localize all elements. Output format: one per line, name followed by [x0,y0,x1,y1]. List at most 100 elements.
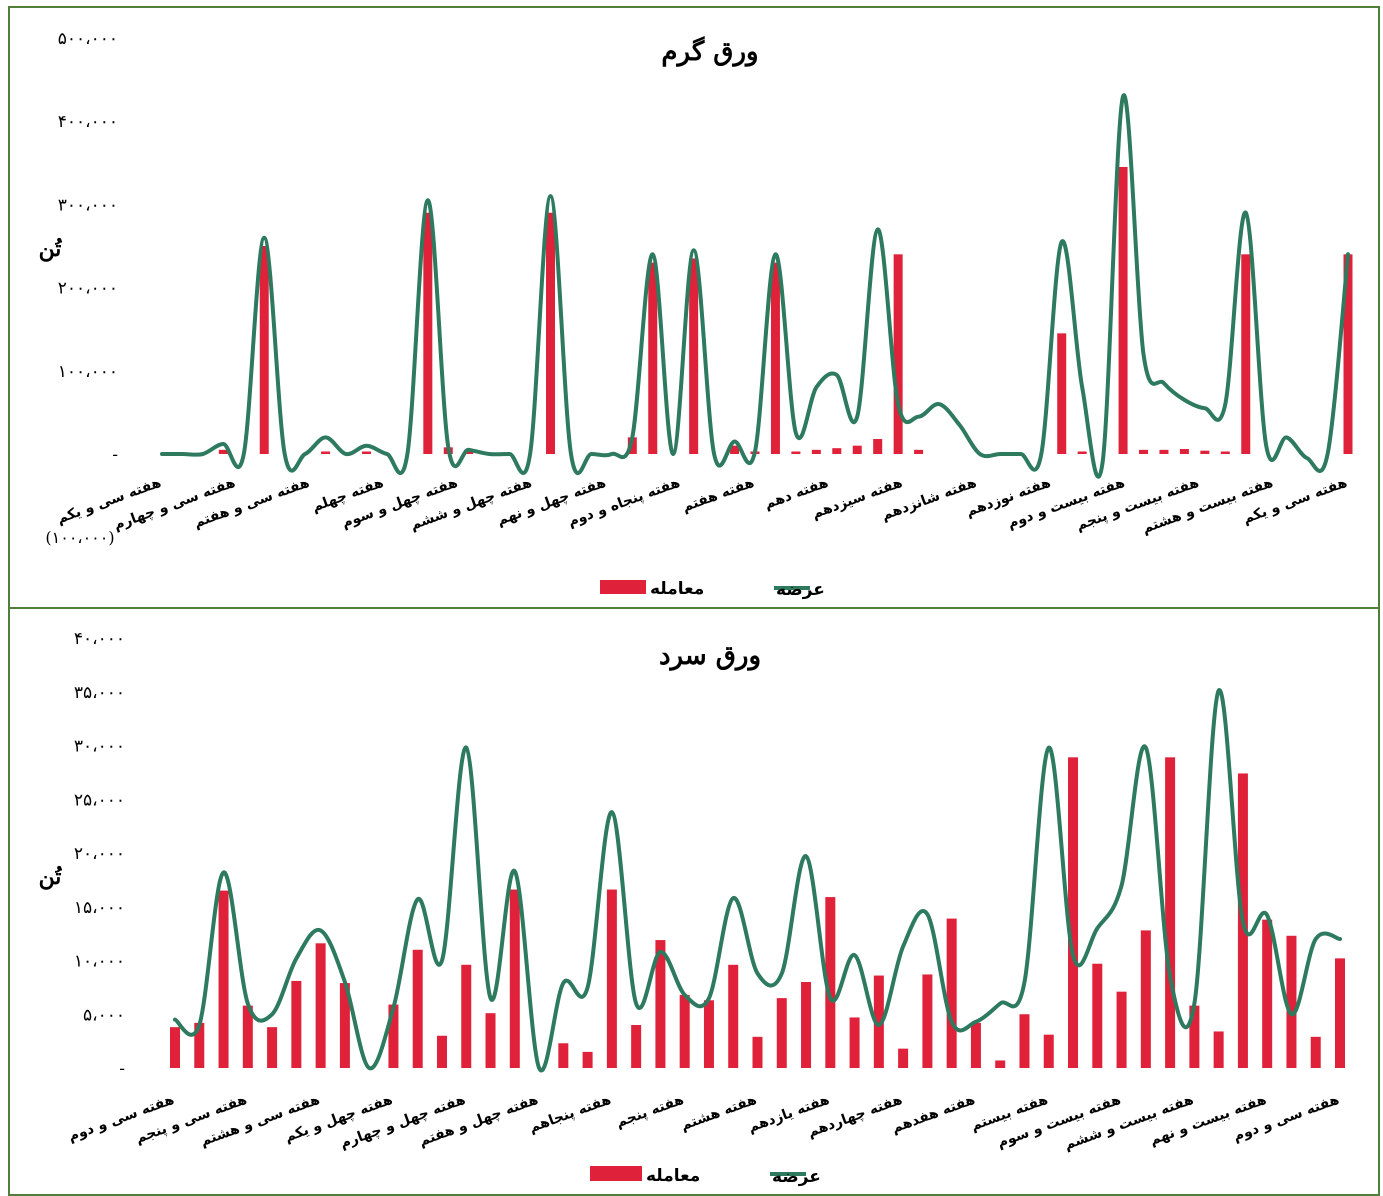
bar [509,889,520,1068]
chart-hot-sheet: ورق گرم تُن (۱۰۰،۰۰۰) معامله عرضه - ۱۰۰،۰… [39,29,1353,600]
bar [852,445,862,454]
bar [582,1051,593,1068]
y-tick-label: ۲۵،۰۰۰ [74,790,125,810]
bar [485,1013,496,1068]
y-tick-label: ۴۰۰،۰۰۰ [58,112,118,132]
bar [995,1060,1006,1068]
bar [1335,958,1345,1068]
bar [1286,935,1297,1068]
bar [893,254,903,454]
legend-line-label: عرضه [776,580,825,600]
bar [218,449,228,454]
bar [606,889,617,1068]
unit-note: (۱۰۰،۰۰۰) [45,528,114,547]
y-tick-label: ۳۵،۰۰۰ [74,683,125,703]
bar [259,246,269,454]
bar [412,949,423,1068]
bar [1343,254,1353,454]
bar [218,890,229,1068]
bar [1262,919,1273,1068]
bar [315,943,326,1068]
bar [1165,757,1176,1068]
bar [752,1036,763,1068]
bar [914,449,924,454]
bar [461,964,472,1068]
bar [801,982,812,1068]
bar [1057,333,1067,454]
y-ticks: - ۵،۰۰۰ ۱۰،۰۰۰ ۱۵،۰۰۰ ۲۰،۰۰۰ ۲۵،۰۰۰ ۳۰،۰۰۰ ۳۵،۰… [74,629,125,1079]
y-tick-label: - [112,445,118,465]
y-tick-label: ۲۰۰،۰۰۰ [58,279,118,299]
y-tick-label: ۱۵،۰۰۰ [74,898,125,918]
x-tick-label: هفته چهل و چهارم [338,1092,468,1152]
x-tick-label: هفته بیست و هشتم [1140,475,1275,537]
bar [873,439,883,454]
bar [339,983,350,1068]
bar [811,449,821,454]
bar [1310,1036,1321,1068]
y-ticks: - ۱۰۰،۰۰۰ ۲۰۰،۰۰۰ ۳۰۰،۰۰۰ ۴۰۰،۰۰۰ ۵۰۰،۰۰۰ [58,29,118,465]
bar [388,1004,399,1068]
bar [873,975,884,1068]
bar [464,449,474,454]
chart-cold-sheet: ورق سرد تُن معامله عرضه - ۵،۰۰۰ ۱۰،۰۰۰ ۱۵،۰… [39,629,1345,1187]
bar [170,1027,180,1068]
x-tick-label: هفته بیست و پنجم [1074,475,1201,534]
y-axis-label: تُن [39,864,63,890]
y-tick-label: ۵،۰۰۰ [83,1005,125,1025]
bar [776,998,787,1068]
bar [1179,449,1189,454]
bar [423,212,433,454]
bar [946,918,957,1068]
x-tick-label: هفته هفتم [680,475,756,516]
bar [922,974,933,1068]
line-series [173,688,1342,1073]
bar [655,940,666,1068]
bar [679,994,690,1068]
bar [1159,449,1169,454]
y-tick-label: ۱۰،۰۰۰ [74,952,125,972]
x-tick-label: هفته هفدهم [890,1092,978,1137]
bar [832,448,842,454]
x-tick-label: هفته بیست و سوم [995,1092,1123,1152]
legend-bar-swatch [590,1166,642,1181]
y-tick-label: ۳۰۰،۰۰۰ [58,195,118,215]
bar [1077,451,1087,454]
bar [849,1017,860,1068]
x-tick-label: هفته سی و چهارم [112,475,238,534]
y-axis-label: تُن [39,236,63,262]
bar [970,1022,981,1068]
bar [1213,1031,1224,1068]
bar [728,964,739,1068]
y-tick-label: ۲۰،۰۰۰ [74,844,125,864]
bar [770,262,780,454]
bar [1092,963,1103,1068]
bar [1241,254,1251,454]
x-tick-label: هفته پنجم [614,1092,686,1131]
y-tick-label: ۳۰،۰۰۰ [74,737,125,757]
x-tick-label: هفته هشتم [679,1092,759,1134]
x-tick-label: هفته سی و هشتم [198,1092,322,1150]
y-tick-label: ۴۰،۰۰۰ [74,629,125,649]
bar [321,451,331,454]
chart-title: ورق سرد [659,641,761,671]
bar [558,1043,569,1068]
bar [689,258,699,454]
bar [898,1048,909,1068]
line-series [160,93,1350,479]
chart-panel-cold-sheet: ورق سرد تُن معامله عرضه - ۵،۰۰۰ ۱۰،۰۰۰ ۱۵،۰… [8,607,1380,1196]
legend: معامله عرضه [600,579,825,600]
bar [1200,450,1210,454]
bar [436,1035,447,1068]
bar [1139,449,1149,454]
bar [1068,757,1079,1068]
bar [631,1025,642,1068]
bar [267,1027,278,1068]
y-tick-label: ۵۰۰،۰۰۰ [58,29,118,49]
bar [291,980,302,1068]
bar [1043,1034,1054,1068]
bar [1019,1014,1030,1068]
bar [791,451,801,454]
